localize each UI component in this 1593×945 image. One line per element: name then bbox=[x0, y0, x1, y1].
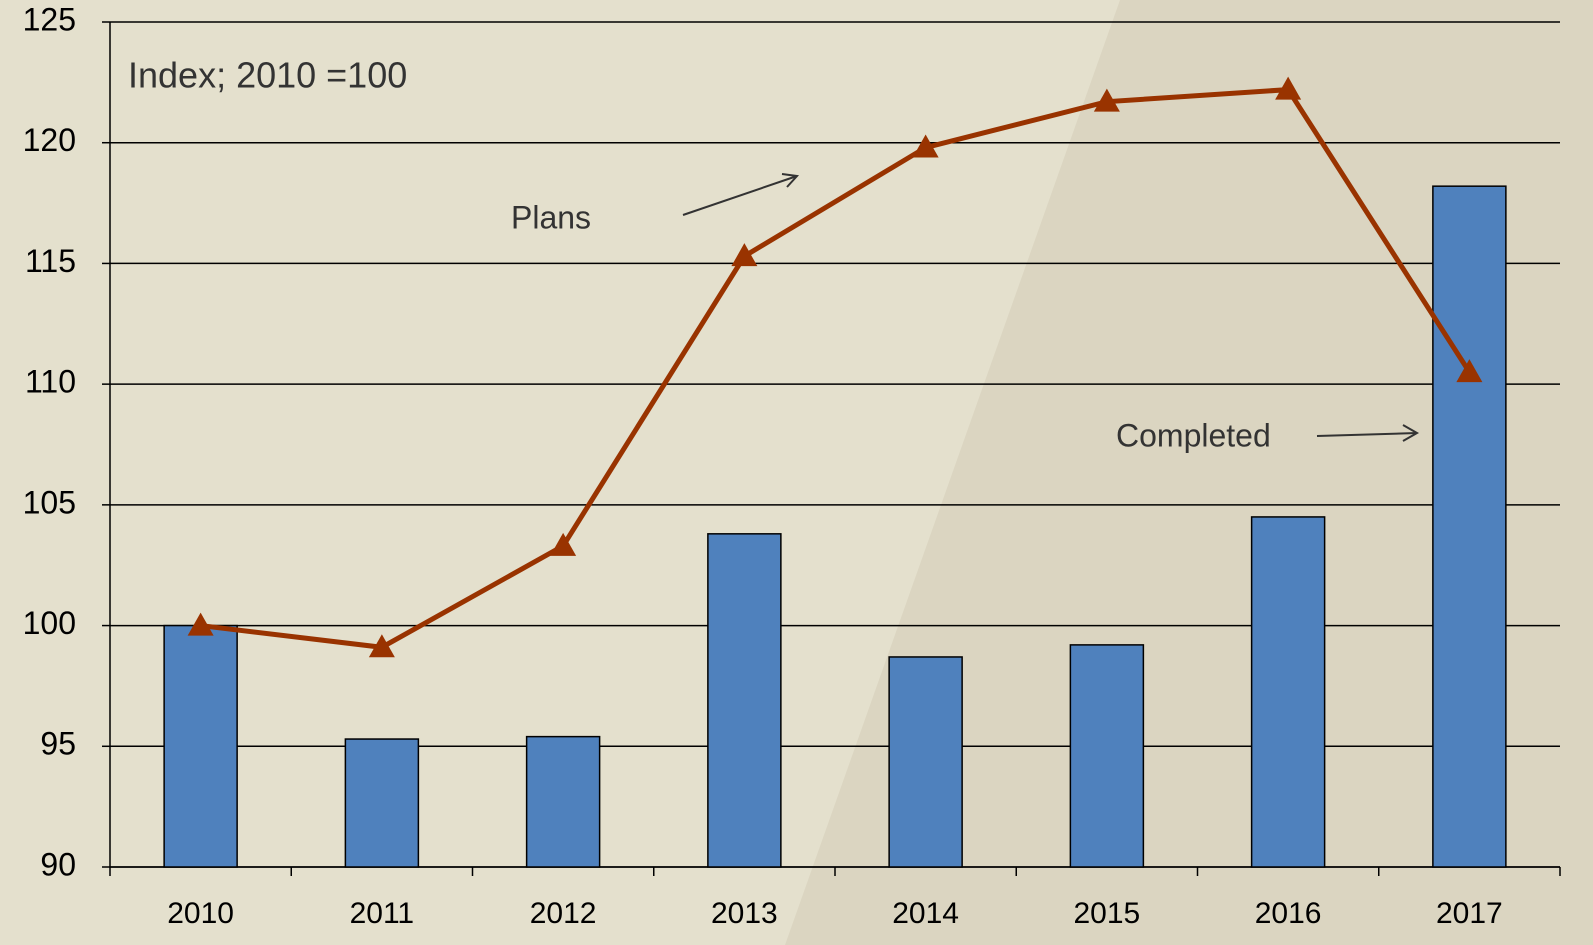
marker bbox=[1456, 359, 1483, 383]
y-tick-label: 95 bbox=[40, 726, 76, 762]
y-tick-label: 115 bbox=[25, 243, 76, 279]
y-tick-label: 110 bbox=[25, 364, 76, 400]
arrow bbox=[1316, 432, 1418, 437]
bar bbox=[1432, 185, 1507, 868]
marker bbox=[912, 134, 939, 158]
bar bbox=[707, 533, 782, 868]
x-tick-label: 2014 bbox=[892, 897, 959, 930]
y-tick-label: 125 bbox=[23, 1, 76, 37]
arrow bbox=[682, 175, 798, 216]
marker bbox=[187, 612, 214, 636]
arrow-head bbox=[781, 173, 800, 188]
background-shade bbox=[785, 0, 1593, 945]
arrows bbox=[682, 173, 1420, 442]
bar bbox=[525, 735, 601, 868]
bar bbox=[888, 656, 963, 868]
marks bbox=[163, 76, 1507, 868]
y-tick-label: 120 bbox=[23, 122, 76, 158]
bar bbox=[344, 738, 420, 868]
x-tick-label: 2013 bbox=[711, 897, 778, 930]
marker bbox=[550, 532, 577, 556]
x-tick-label: 2017 bbox=[1436, 897, 1503, 930]
x-tick-label: 2015 bbox=[1074, 897, 1141, 930]
series-label: Plans bbox=[511, 199, 591, 235]
bar bbox=[1069, 644, 1145, 868]
marker bbox=[731, 243, 758, 267]
marker bbox=[1275, 76, 1302, 100]
x-tick-label: 2011 bbox=[350, 897, 415, 930]
line bbox=[200, 87, 1472, 650]
bar bbox=[163, 624, 238, 868]
series-label: Completed bbox=[1116, 417, 1271, 453]
x-tick-label: 2010 bbox=[167, 897, 234, 930]
marker bbox=[368, 634, 395, 658]
x-tick-label: 2012 bbox=[530, 897, 597, 930]
annotation: Index; 2010 =100 bbox=[128, 55, 407, 96]
x-tick-label: 2016 bbox=[1255, 897, 1322, 930]
y-tick-label: 100 bbox=[23, 605, 76, 641]
marker bbox=[1093, 88, 1120, 112]
y-tick-label: 105 bbox=[23, 484, 76, 520]
y-tick-label: 90 bbox=[40, 846, 76, 882]
arrow-head bbox=[1402, 424, 1420, 442]
bar bbox=[1250, 516, 1326, 868]
